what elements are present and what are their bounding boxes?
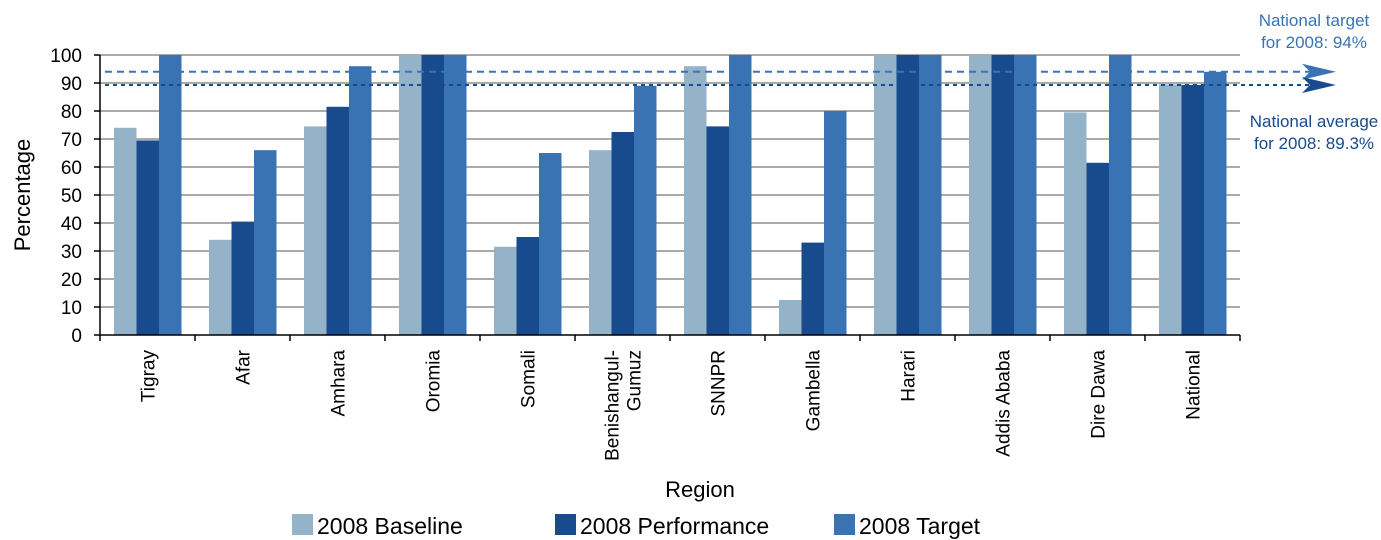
x-category-label: Harari [899,350,920,402]
bar [516,237,539,335]
bar [254,150,277,335]
x-category-label: Benishangul-Gumuz [603,350,646,461]
bar [136,140,159,335]
gridlines [100,54,1240,308]
x-category-label: Addis Ababa [994,350,1015,457]
legend-swatch [555,514,576,535]
bar [1204,71,1227,336]
x-category-label: Somali [519,350,540,408]
y-tick-label: 30 [61,242,82,263]
y-tick-label: 60 [61,158,82,179]
bar [1159,84,1182,336]
bar [326,106,349,335]
legend-label: 2008 Baseline [317,513,463,539]
x-category-label: Amhara [329,350,350,417]
bar [634,85,657,335]
bar [969,55,992,335]
y-tick-label: 70 [61,130,82,151]
bar [1014,55,1037,335]
x-category-label: Oromia [424,350,445,413]
y-tick-label: 50 [61,186,82,207]
y-tick-label: 90 [61,74,82,95]
bar [231,221,254,335]
y-tick-label: 10 [61,298,82,319]
bar [874,55,897,335]
bar [1064,112,1087,336]
y-tick-label: 80 [61,102,82,123]
y-axis-title: Percentage [10,139,35,252]
x-category-label: Afar [234,349,255,385]
bar [611,132,634,335]
bar [114,127,137,335]
y-tick-label: 0 [71,326,82,347]
bar [589,150,612,335]
bar [991,55,1014,335]
bars [114,55,1227,336]
x-axis-title: Region [665,477,735,502]
bar [1109,55,1132,335]
bar [729,55,752,335]
bar [1086,162,1109,335]
bar [919,55,942,335]
legend-label: 2008 Target [859,513,981,539]
bar [779,300,802,335]
bar [349,66,372,335]
reference-arrow [1302,63,1336,80]
reference-annotation: National target for 2008: 94% [1259,11,1370,52]
x-category-label: SNNPR [709,350,730,417]
bar [159,55,182,335]
bar [1181,84,1204,336]
bar [539,153,562,335]
y-tick-label: 100 [50,46,82,67]
axis-labels: 0 10 20 30 40 50 60 70 80 90 100 Tigray Afar Amhara Or… [10,46,1205,502]
legend-label: 2008 Performance [580,513,769,539]
legend-swatch [292,514,313,535]
x-category-label: Tigray [139,350,160,403]
bar [399,55,422,335]
reference-lines: National target for 2008: 94% National ave… [105,11,1378,153]
bar [824,111,847,335]
legend: 2008 Baseline 2008 Performance 2008 Target [292,513,981,539]
bar [706,126,729,336]
bar [801,242,824,335]
y-tick-label: 20 [61,270,82,291]
bar [421,55,444,335]
bar [304,126,327,336]
bar [444,55,467,335]
x-category-label: Dire Dawa [1089,350,1110,439]
legend-swatch [834,514,855,535]
reference-arrow [1302,76,1336,93]
bar [209,239,232,335]
x-category-label: Gambella [804,350,825,432]
y-tick-label: 40 [61,214,82,235]
x-category-label: National [1184,350,1205,420]
axes [94,54,1241,341]
bar [494,246,517,335]
bar [896,55,919,335]
bar [684,66,707,335]
reference-annotation: National average for 2008: 89.3% [1250,112,1379,153]
